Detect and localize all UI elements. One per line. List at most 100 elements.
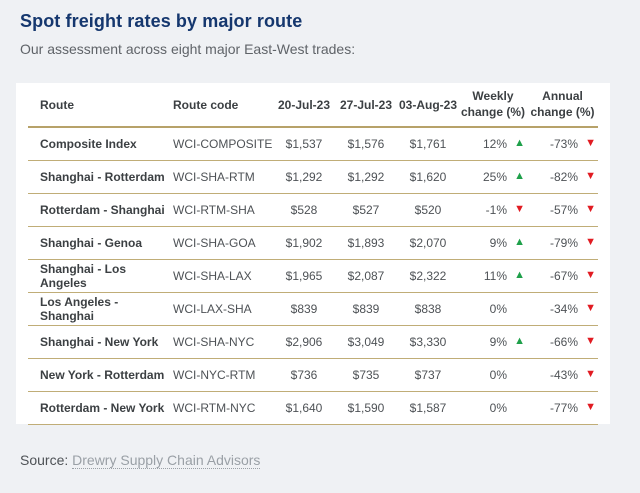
route-name: Shanghai - Rotterdam xyxy=(28,160,173,194)
rate-value: $528 xyxy=(273,193,335,227)
weekly-change-cell: 25% ▲ xyxy=(459,160,527,194)
weekly-change-cell: -1% ▼ xyxy=(459,193,527,227)
annual-change-value: -57% xyxy=(549,202,578,217)
table-row: Los Angeles - Shanghai WCI-LAX-SHA $839 … xyxy=(28,292,598,326)
annual-change-cell: -73% ▼ xyxy=(527,127,598,161)
table-row: New York - Rotterdam WCI-NYC-RTM $736 $7… xyxy=(28,358,598,392)
weekly-change-value: 9% xyxy=(489,235,507,250)
rate-value: $527 xyxy=(335,193,397,227)
route-name: Shanghai - Genoa xyxy=(28,226,173,260)
annual-change-cell: -77% ▼ xyxy=(527,391,598,425)
annual-change-cell: -66% ▼ xyxy=(527,325,598,359)
route-code: WCI-SHA-NYC xyxy=(173,325,273,359)
annual-change-cell: -57% ▼ xyxy=(527,193,598,227)
table-row: Rotterdam - New York WCI-RTM-NYC $1,640 … xyxy=(28,391,598,425)
table-header-row: Route Route code 20-Jul-23 27-Jul-23 03-… xyxy=(28,83,598,128)
rate-value: $736 xyxy=(273,358,335,392)
route-code: WCI-RTM-NYC xyxy=(173,391,273,425)
annual-change-value: -34% xyxy=(549,301,578,316)
annual-change-value: -67% xyxy=(549,268,578,283)
annual-change-cell: -82% ▼ xyxy=(527,160,598,194)
rate-value: $2,087 xyxy=(335,259,397,293)
route-code: WCI-LAX-SHA xyxy=(173,292,273,326)
weekly-change-value: 0% xyxy=(489,301,507,316)
annual-change-value: -77% xyxy=(549,400,578,415)
weekly-change-value: 0% xyxy=(489,400,507,415)
page-subtitle: Our assessment across eight major East-W… xyxy=(20,41,356,57)
route-name: Rotterdam - Shanghai xyxy=(28,193,173,227)
trend-arrow-icon: ▼ xyxy=(585,236,596,248)
route-name: Composite Index xyxy=(28,127,173,161)
table-row: Shanghai - Rotterdam WCI-SHA-RTM $1,292 … xyxy=(28,160,598,194)
table-row: Rotterdam - Shanghai WCI-RTM-SHA $528 $5… xyxy=(28,193,598,227)
weekly-change-cell: 9% ▲ xyxy=(459,325,527,359)
rate-value: $1,537 xyxy=(273,127,335,161)
route-code: WCI-NYC-RTM xyxy=(173,358,273,392)
rate-value: $2,070 xyxy=(397,226,459,260)
trend-arrow-icon: ▲ xyxy=(514,137,525,150)
table-row: Composite Index WCI-COMPOSITE $1,537 $1,… xyxy=(28,127,598,161)
rate-value: $735 xyxy=(335,358,397,392)
trend-arrow-icon: ▼ xyxy=(585,170,596,182)
rate-value: $3,049 xyxy=(335,325,397,359)
rate-value: $1,292 xyxy=(273,160,335,194)
trend-arrow-icon: ▼ xyxy=(514,203,525,215)
annual-change-cell: -79% ▼ xyxy=(527,226,598,260)
annual-change-value: -66% xyxy=(549,334,578,349)
column-header-date-3: 03-Aug-23 xyxy=(397,83,459,128)
trend-arrow-icon: ▼ xyxy=(585,401,596,413)
route-code: WCI-RTM-SHA xyxy=(173,193,273,227)
weekly-change-value: 9% xyxy=(489,334,507,349)
trend-arrow-icon: ▼ xyxy=(585,335,596,347)
rate-value: $1,902 xyxy=(273,226,335,260)
rate-value: $1,587 xyxy=(397,391,459,425)
rate-value: $520 xyxy=(397,193,459,227)
weekly-change-cell: 11% ▲ xyxy=(459,259,527,293)
weekly-change-cell: 0% xyxy=(459,292,527,326)
annual-change-cell: -34% ▼ xyxy=(527,292,598,326)
route-code: WCI-SHA-RTM xyxy=(173,160,273,194)
rate-value: $3,330 xyxy=(397,325,459,359)
column-header-annual-change: Annual change (%) xyxy=(527,83,598,128)
weekly-change-value: -1% xyxy=(485,202,507,217)
source-line: Source: Drewry Supply Chain Advisors xyxy=(20,452,261,469)
weekly-change-cell: 12% ▲ xyxy=(459,127,527,161)
table-row: Shanghai - Los Angeles WCI-SHA-LAX $1,96… xyxy=(28,259,598,293)
trend-arrow-icon: ▼ xyxy=(585,137,596,150)
trend-arrow-icon: ▲ xyxy=(514,236,525,248)
route-code: WCI-SHA-GOA xyxy=(173,226,273,260)
annual-change-value: -43% xyxy=(549,367,578,382)
weekly-change-value: 0% xyxy=(489,367,507,382)
rate-value: $2,906 xyxy=(273,325,335,359)
route-name: Shanghai - New York xyxy=(28,325,173,359)
annual-change-cell: -43% ▼ xyxy=(527,358,598,392)
trend-arrow-icon: ▼ xyxy=(585,302,596,314)
route-code: WCI-SHA-LAX xyxy=(173,259,273,293)
trend-arrow-icon: ▼ xyxy=(585,203,596,215)
rate-value: $1,620 xyxy=(397,160,459,194)
rate-value: $1,292 xyxy=(335,160,397,194)
rate-value: $1,893 xyxy=(335,226,397,260)
column-header-date-1: 20-Jul-23 xyxy=(273,83,335,128)
weekly-change-value: 12% xyxy=(482,136,507,151)
rates-table-card: Route Route code 20-Jul-23 27-Jul-23 03-… xyxy=(16,83,610,425)
rate-value: $838 xyxy=(397,292,459,326)
weekly-change-cell: 0% xyxy=(459,391,527,425)
rate-value: $2,322 xyxy=(397,259,459,293)
annual-change-value: -79% xyxy=(549,235,578,250)
trend-arrow-icon: ▼ xyxy=(585,269,596,281)
rate-value: $839 xyxy=(273,292,335,326)
trend-arrow-icon: ▼ xyxy=(585,368,596,380)
route-name: Los Angeles - Shanghai xyxy=(28,292,173,326)
table-row: Shanghai - Genoa WCI-SHA-GOA $1,902 $1,8… xyxy=(28,226,598,260)
column-header-date-2: 27-Jul-23 xyxy=(335,83,397,128)
annual-change-value: -73% xyxy=(549,136,578,151)
table-row: Shanghai - New York WCI-SHA-NYC $2,906 $… xyxy=(28,325,598,359)
annual-change-cell: -67% ▼ xyxy=(527,259,598,293)
page-title: Spot freight rates by major route xyxy=(20,11,303,31)
trend-arrow-icon: ▲ xyxy=(514,269,525,281)
source-label: Source: xyxy=(20,452,69,468)
column-header-weekly-change: Weekly change (%) xyxy=(459,83,527,128)
trend-arrow-icon: ▲ xyxy=(514,170,525,182)
source-link[interactable]: Drewry Supply Chain Advisors xyxy=(72,452,261,469)
